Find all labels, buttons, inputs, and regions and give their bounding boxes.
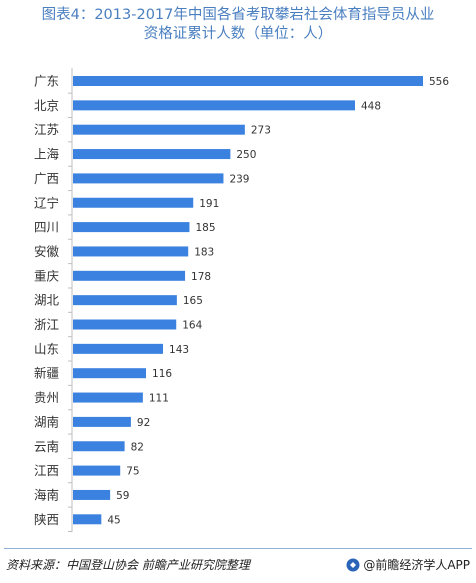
bar	[73, 270, 186, 281]
data-label: 92	[137, 417, 150, 429]
data-label: 45	[107, 514, 120, 526]
bar	[73, 197, 194, 208]
data-label: 143	[169, 344, 189, 356]
category-label: 广西	[34, 171, 59, 186]
bar	[73, 246, 189, 257]
bar-chart: 广东 556 北京 448 江苏 273 上海 250 广西 239 辽宁 191 四川 185 安徽 183…	[34, 68, 449, 533]
chart-title-line1: 图表4：2013-2017年中国各省考取攀岩社会体育指导员从业	[41, 7, 435, 23]
category-label: 海南	[34, 487, 59, 502]
category-label: 湖南	[34, 414, 59, 429]
data-label: 556	[429, 76, 449, 88]
category-label: 云南	[34, 439, 59, 454]
data-label: 191	[199, 198, 219, 210]
category-label: 江苏	[34, 122, 59, 137]
category-label: 四川	[34, 220, 59, 235]
data-label: 59	[116, 490, 129, 502]
data-label: 75	[126, 466, 139, 478]
bar	[73, 319, 177, 330]
bar	[73, 100, 356, 111]
bar	[73, 416, 131, 427]
chart-title-line2: 资格证累计人数（单位：人）	[143, 26, 333, 42]
data-label: 111	[149, 393, 169, 405]
category-label: 贵州	[34, 390, 59, 405]
bar	[73, 368, 147, 379]
bar	[73, 465, 121, 476]
category-label: 重庆	[34, 268, 60, 283]
bar	[73, 149, 231, 160]
bar	[73, 489, 111, 500]
category-label: 辽宁	[34, 195, 59, 210]
category-label: 北京	[34, 98, 59, 113]
bar	[73, 222, 190, 233]
category-label: 江西	[34, 463, 59, 478]
chart-title: 图表4：2013-2017年中国各省考取攀岩社会体育指导员从业 资格证累计人数（…	[0, 6, 476, 44]
data-label: 178	[191, 271, 211, 283]
category-label: 湖北	[34, 293, 60, 308]
category-label: 浙江	[34, 317, 59, 332]
data-label: 82	[131, 441, 144, 453]
brand-credit-text: @前瞻经济学人APP	[363, 558, 470, 572]
source-note: 资料来源：中国登山协会 前瞻产业研究院整理	[6, 558, 250, 572]
bar	[73, 343, 164, 354]
bar	[73, 295, 177, 306]
category-label: 新疆	[34, 366, 59, 381]
brand-logo-icon	[346, 558, 360, 571]
data-label: 165	[183, 295, 203, 307]
data-label: 448	[361, 100, 381, 112]
category-label: 安徽	[34, 244, 60, 259]
data-label: 164	[182, 320, 202, 332]
data-label: 273	[251, 125, 271, 137]
bar	[73, 392, 143, 403]
bar	[73, 173, 224, 184]
bar	[73, 441, 125, 452]
category-label: 山东	[34, 341, 59, 356]
category-label: 陕西	[34, 512, 59, 527]
category-label: 上海	[34, 147, 60, 162]
bar	[73, 124, 245, 135]
bar	[73, 76, 423, 86]
bar	[73, 514, 102, 525]
data-label: 185	[195, 222, 215, 234]
brand-credit: @前瞻经济学人APP	[346, 556, 470, 573]
data-label: 116	[152, 368, 172, 380]
category-label: 广东	[34, 74, 59, 89]
footer-divider	[4, 548, 472, 549]
data-label: 239	[229, 173, 249, 185]
data-label: 250	[236, 149, 256, 161]
footer: 资料来源：中国登山协会 前瞻产业研究院整理 @前瞻经济学人APP	[0, 548, 476, 583]
data-label: 183	[194, 246, 214, 258]
